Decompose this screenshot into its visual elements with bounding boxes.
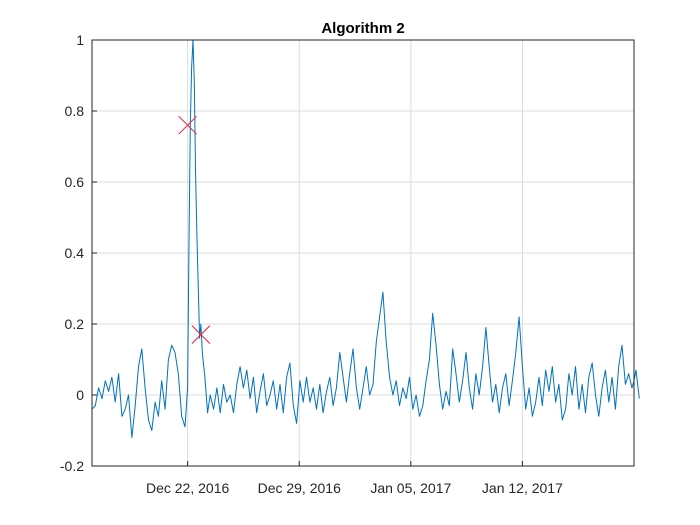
y-tick-label: 1	[76, 32, 84, 48]
chart-title: Algorithm 2	[321, 20, 404, 37]
series-layer	[91, 39, 640, 439]
y-axis-tick-labels: -0.2 0 0.2 0.4 0.6 0.8 1	[60, 32, 84, 474]
y-tick-label: 0.4	[65, 245, 85, 261]
x-marker	[178, 115, 198, 135]
x-marker-stroke	[178, 115, 198, 135]
y-tick-label: 0.6	[65, 174, 85, 190]
x-marker-stroke	[191, 325, 211, 345]
x-tick-label: Jan 05, 2017	[370, 480, 451, 496]
y-tick-label: 0	[76, 387, 84, 403]
y-tick-label: 0.8	[65, 103, 85, 119]
plot-border	[91, 39, 635, 467]
y-tick-label: -0.2	[60, 458, 84, 474]
x-tick-label: Jan 12, 2017	[482, 480, 563, 496]
marker-layer	[178, 115, 211, 345]
x-tick-label: Dec 29, 2016	[258, 480, 341, 496]
series-line	[91, 39, 640, 439]
x-marker	[191, 325, 211, 345]
x-tick-label: Dec 22, 2016	[146, 480, 229, 496]
y-tick-label: 0.2	[65, 316, 85, 332]
x-axis-tick-labels: Dec 22, 2016 Dec 29, 2016 Jan 05, 2017 Jan …	[146, 480, 563, 496]
